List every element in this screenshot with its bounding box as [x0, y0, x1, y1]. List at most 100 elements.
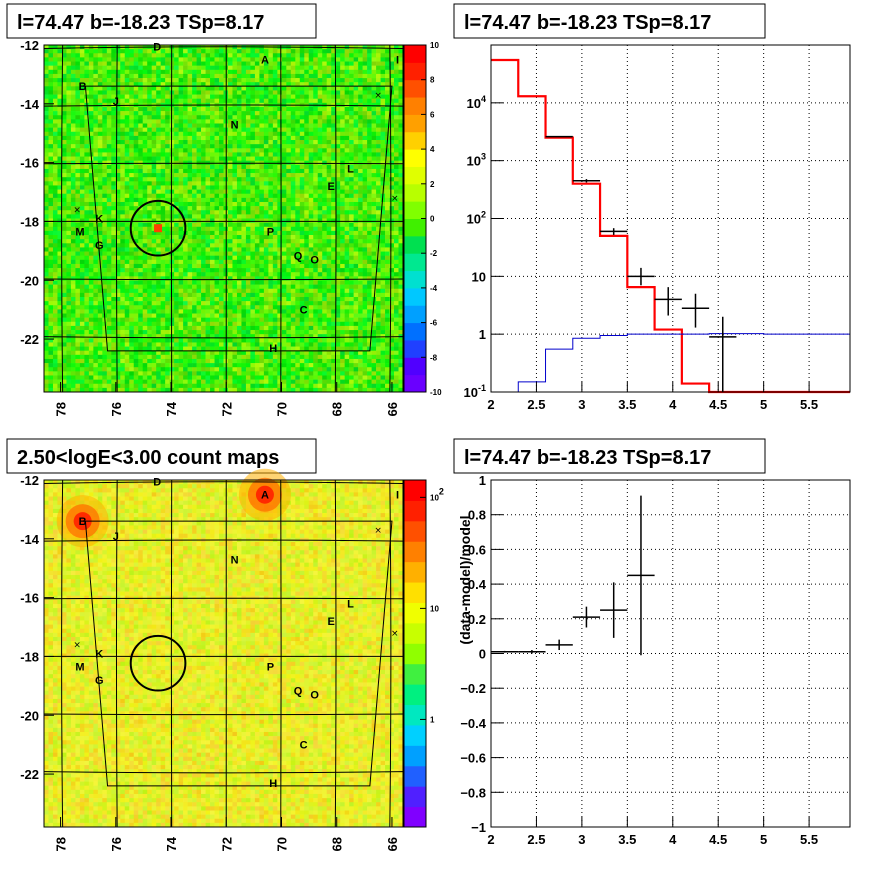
y-tick-label: 103 [467, 152, 486, 169]
spectrum-panel: l=74.47 b=-18.23 TSp=8.17 2 2.5 3 3.5 4 4.5 5 5.… [453, 3, 851, 412]
colorbar-band [404, 79, 426, 98]
title-box [6, 3, 317, 39]
grid-parallel [43, 278, 404, 281]
y-tick-label: 102 [467, 210, 486, 227]
y-tick-label: 0.4 [468, 577, 487, 592]
colorbar-band [404, 97, 426, 115]
source-label-L: L [347, 164, 354, 176]
colorbar-band [404, 357, 426, 376]
cross-marker: × [391, 194, 399, 204]
colorbar-band [404, 786, 426, 808]
y-tick-label: -12 [20, 473, 39, 488]
grid-parallel [43, 597, 404, 600]
grid-meridian [115, 44, 118, 393]
y-tick-label: 0.2 [468, 612, 486, 627]
panel-title: l=74.47 b=-18.23 TSp=8.17 [464, 12, 711, 34]
colorbar-band [404, 305, 426, 324]
grid-parallel [43, 336, 404, 339]
x-tick-label: 66 [385, 402, 400, 416]
y-tick-label: -18 [20, 214, 39, 229]
x-tick-label: 3.5 [618, 397, 636, 412]
cross-marker: × [73, 206, 81, 216]
source-label-E: E [328, 181, 335, 193]
grid-parallel [43, 713, 404, 716]
x-tick-label: 68 [330, 837, 345, 851]
colorbar-band [404, 149, 426, 167]
colorbar-band [404, 765, 426, 787]
source-label-H: H [269, 343, 277, 355]
model-histogram [491, 58, 850, 394]
colorbar-band [404, 480, 426, 501]
x-tick-label: 3 [578, 397, 585, 412]
colorbar-band [404, 201, 426, 219]
colorbar-tick-label: -6 [430, 319, 438, 328]
y-tick-label: 0.6 [468, 542, 486, 557]
y-tick-label: -18 [20, 649, 39, 664]
x-tick-label: 78 [54, 837, 69, 851]
significance-map-panel: l=74.47 b=-18.23 TSp=8.17 D A I B J N LE KMG P Q O C… [6, 3, 442, 416]
x-tick-label: 2 [487, 397, 494, 412]
x-tick-label: 4.5 [709, 397, 727, 412]
source-label-B: B [79, 81, 87, 93]
x-tick-label: 4 [669, 397, 677, 412]
grid-meridian [334, 479, 337, 828]
colorbar-tick-label: 6 [430, 110, 435, 119]
colorbar-band [404, 183, 426, 202]
source-label-K: K [95, 214, 103, 226]
roi-boundary [84, 520, 393, 787]
roi-boundary [84, 85, 393, 352]
colorbar-band [404, 374, 426, 393]
grid-parallel [43, 46, 404, 50]
colorbar-band [404, 253, 426, 272]
source-label-J: J [113, 531, 119, 543]
cross-marker: × [374, 91, 382, 101]
grid-parallel [43, 162, 404, 165]
colorbar-band [404, 322, 426, 341]
y-tick-label: -20 [20, 273, 39, 288]
colorbar-band [404, 270, 426, 289]
source-label-D: D [153, 476, 161, 488]
grid-parallel [43, 771, 404, 774]
source-label-O: O [310, 690, 319, 702]
colorbar-band [404, 131, 426, 150]
title-box [453, 3, 766, 39]
colorbar-tick-label: -4 [430, 284, 438, 293]
panel-title: 2.50<logE<3.00 count maps [17, 447, 279, 469]
x-tick-label: 3.5 [618, 832, 636, 847]
colorbar-band [404, 643, 426, 665]
colorbar-tick-label: 8 [430, 76, 435, 85]
x-tick-label: 76 [109, 837, 124, 851]
source-label-Q: Q [294, 250, 303, 262]
residual-panel: l=74.47 b=-18.23 TSp=8.17 2 2.5 3 3.5 4 4.5 5 5.… [453, 438, 851, 847]
plot-frame [43, 44, 404, 393]
source-label-L: L [347, 599, 354, 611]
x-tick-label: 78 [54, 402, 69, 416]
cross-marker: × [73, 641, 81, 651]
source-label-I: I [396, 55, 399, 67]
y-tick-label: -16 [20, 591, 39, 606]
x-tick-label: 70 [274, 402, 289, 416]
source-label-N: N [231, 554, 239, 566]
source-label-B: B [79, 516, 87, 528]
grid-meridian [115, 479, 118, 828]
y-tick-label: −0.4 [460, 716, 486, 731]
colorbar-band [404, 339, 426, 358]
candidate-circle [129, 199, 187, 257]
y-tick-label: -16 [20, 156, 39, 171]
source-label-N: N [231, 119, 239, 131]
grid-parallel [43, 104, 404, 107]
y-tick-label: −1 [471, 820, 486, 835]
x-tick-label: 72 [219, 402, 234, 416]
y-tick-label: -22 [20, 332, 39, 347]
colorbar-tick-label: 4 [430, 145, 435, 154]
colorbar-band [404, 561, 426, 583]
colorbar-band [404, 684, 426, 706]
plot-frame [490, 479, 851, 828]
colorbar-band [404, 806, 426, 828]
x-tick-label: 4.5 [709, 832, 727, 847]
grid-meridian [61, 479, 64, 828]
candidate-circle [129, 634, 187, 692]
colorbar-band [404, 520, 426, 542]
title-box [6, 438, 317, 474]
